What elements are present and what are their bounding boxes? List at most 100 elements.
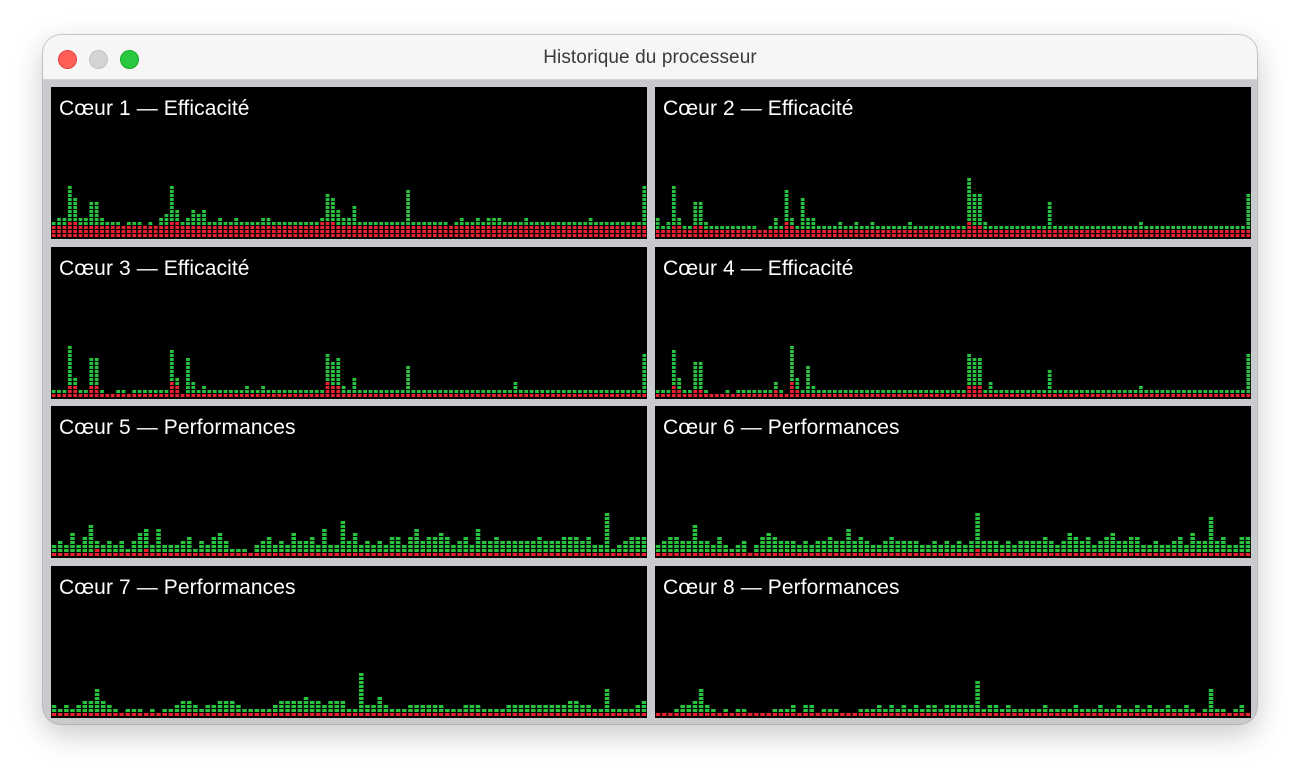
user-load-segment <box>1208 537 1214 540</box>
user-load-segment <box>1224 390 1229 393</box>
system-load-segment <box>132 230 137 233</box>
user-load-segment <box>1012 549 1017 552</box>
system-load-segment <box>1165 234 1170 237</box>
user-load-segment <box>895 541 900 544</box>
system-load-segment <box>395 226 400 229</box>
system-load-segment <box>549 553 555 556</box>
user-load-segment <box>682 390 687 393</box>
user-load-segment <box>1221 545 1226 548</box>
system-load-segment <box>506 553 512 556</box>
close-button[interactable] <box>58 50 77 69</box>
user-load-segment <box>88 549 94 552</box>
minimize-button[interactable] <box>89 50 108 69</box>
user-load-segment <box>78 218 83 221</box>
system-load-segment <box>1015 234 1020 237</box>
user-load-segment <box>641 709 647 712</box>
system-load-segment <box>255 230 260 233</box>
system-load-segment <box>1128 234 1133 237</box>
system-load-segment <box>438 553 444 556</box>
user-load-segment <box>88 537 94 540</box>
user-load-segment <box>359 681 364 684</box>
user-load-segment <box>827 541 833 544</box>
user-load-segment <box>352 390 357 393</box>
user-load-segment <box>938 545 943 548</box>
user-load-segment <box>518 545 524 548</box>
user-load-segment <box>363 390 367 393</box>
system-load-segment <box>555 553 561 556</box>
system-load-segment <box>1214 234 1218 237</box>
user-load-segment <box>671 382 676 385</box>
system-load-segment <box>373 230 378 233</box>
user-load-segment <box>107 709 112 712</box>
user-load-segment <box>119 545 124 548</box>
user-load-segment <box>1208 549 1214 552</box>
user-load-segment <box>671 190 676 193</box>
user-load-segment <box>803 705 808 708</box>
system-load-segment <box>390 394 394 397</box>
system-load-segment <box>561 713 567 716</box>
system-load-segment <box>1004 394 1009 397</box>
user-load-segment <box>359 701 364 704</box>
user-load-segment <box>803 541 808 544</box>
zoom-button[interactable] <box>120 50 139 69</box>
system-load-segment <box>556 234 561 237</box>
user-load-segment <box>94 545 100 548</box>
user-load-segment <box>1135 705 1140 708</box>
user-load-segment <box>629 549 634 552</box>
system-load-segment <box>1020 394 1025 397</box>
user-load-segment <box>1245 545 1251 548</box>
user-load-segment <box>229 549 235 552</box>
user-load-segment <box>932 709 937 712</box>
user-load-segment <box>1235 226 1240 229</box>
system-load-segment <box>1221 553 1226 556</box>
user-load-segment <box>100 709 106 712</box>
user-load-segment <box>406 214 410 217</box>
system-load-segment <box>620 234 625 237</box>
user-load-segment <box>481 549 487 552</box>
system-load-segment <box>924 394 929 397</box>
system-load-segment <box>207 234 212 237</box>
system-load-segment <box>870 553 876 556</box>
user-load-segment <box>806 366 810 369</box>
system-load-segment <box>1106 230 1111 233</box>
user-load-segment <box>408 545 413 548</box>
user-load-segment <box>561 222 566 225</box>
user-load-segment <box>51 705 57 708</box>
user-load-segment <box>82 705 88 708</box>
system-load-segment <box>153 226 158 229</box>
user-load-segment <box>131 545 137 548</box>
user-load-segment <box>975 689 980 692</box>
user-load-segment <box>217 709 223 712</box>
user-load-segment <box>365 541 370 544</box>
system-load-segment <box>508 226 512 229</box>
system-load-segment <box>725 394 730 397</box>
user-load-segment <box>870 390 875 393</box>
user-load-segment <box>586 549 591 552</box>
system-load-segment <box>254 553 260 556</box>
system-load-segment <box>359 553 364 556</box>
system-load-segment <box>1141 713 1146 716</box>
user-load-segment <box>449 390 453 393</box>
system-load-segment <box>752 234 757 237</box>
user-load-segment <box>668 545 673 548</box>
user-load-segment <box>334 709 339 712</box>
system-load-segment <box>212 234 217 237</box>
user-load-segment <box>852 549 857 552</box>
user-load-segment <box>1122 226 1127 229</box>
user-load-segment <box>465 390 470 393</box>
system-load-segment <box>175 226 180 229</box>
user-load-segment <box>164 222 169 225</box>
user-load-segment <box>963 705 968 708</box>
system-load-segment <box>196 234 201 237</box>
user-load-segment <box>883 541 888 544</box>
system-load-segment <box>623 553 628 556</box>
system-load-segment <box>760 713 765 716</box>
system-load-segment <box>1047 230 1052 233</box>
system-load-segment <box>67 222 72 225</box>
system-load-segment <box>951 230 955 233</box>
system-load-segment <box>341 230 346 233</box>
user-load-segment <box>1246 226 1251 229</box>
user-load-segment <box>137 541 143 544</box>
user-load-segment <box>1233 549 1238 552</box>
system-load-segment <box>105 394 110 397</box>
